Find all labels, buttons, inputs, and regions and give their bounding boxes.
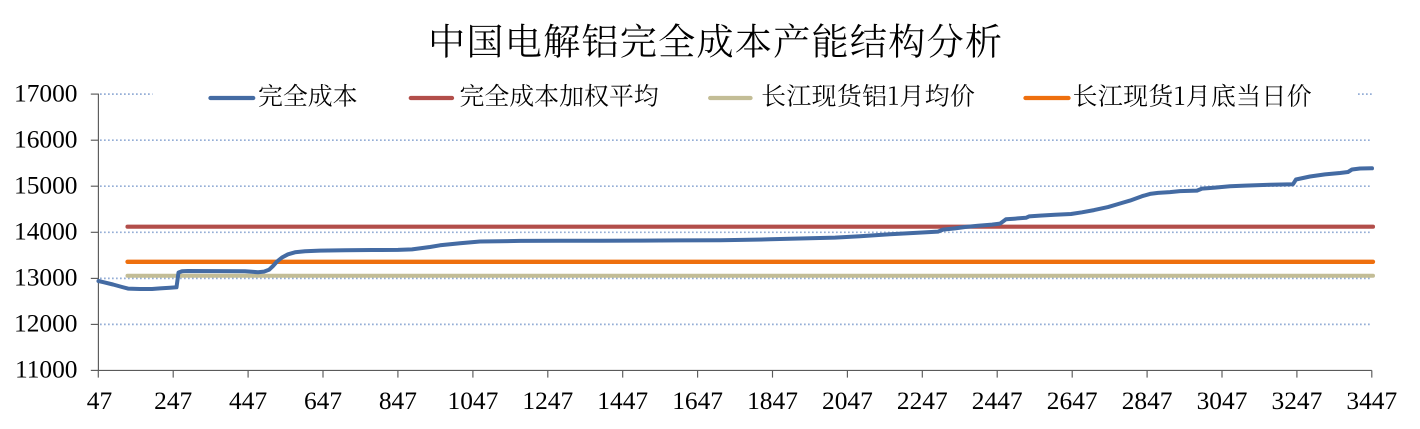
svg-text:647: 647 [304,387,342,415]
svg-text:47: 47 [87,387,112,415]
svg-text:3447: 3447 [1346,387,1397,415]
svg-text:1047: 1047 [448,387,499,415]
svg-text:2047: 2047 [822,387,873,415]
svg-text:3047: 3047 [1197,387,1248,415]
svg-text:14000: 14000 [14,218,77,246]
svg-text:13000: 13000 [14,264,77,292]
svg-text:16000: 16000 [14,125,77,153]
svg-text:447: 447 [229,387,267,415]
svg-text:1847: 1847 [747,387,798,415]
svg-text:847: 847 [379,387,417,415]
svg-text:11000: 11000 [15,356,78,384]
svg-text:15000: 15000 [14,171,77,199]
svg-text:247: 247 [154,387,192,415]
svg-text:2847: 2847 [1122,387,1173,415]
svg-text:2447: 2447 [972,387,1023,415]
svg-text:3247: 3247 [1272,387,1323,415]
svg-text:17000: 17000 [14,79,77,107]
svg-text:1647: 1647 [672,387,723,415]
svg-text:1247: 1247 [522,387,573,415]
svg-text:2247: 2247 [897,387,948,415]
svg-text:12000: 12000 [14,310,77,338]
svg-text:2647: 2647 [1047,387,1098,415]
svg-text:1447: 1447 [597,387,648,415]
